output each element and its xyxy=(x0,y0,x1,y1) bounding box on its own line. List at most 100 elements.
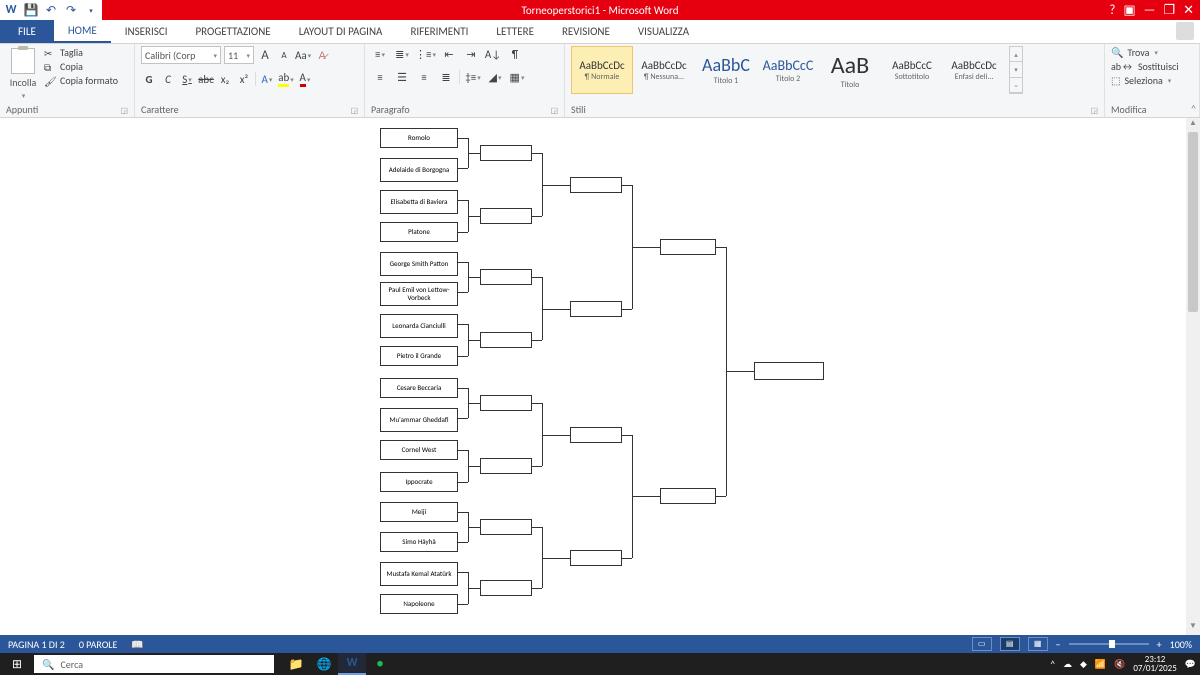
increase-indent-button[interactable]: ⇥ xyxy=(462,46,480,62)
grow-font-button[interactable]: A xyxy=(257,47,273,63)
show-marks-button[interactable]: ¶ xyxy=(506,46,524,62)
tab-mailings[interactable]: LETTERE xyxy=(482,20,548,43)
underline-button[interactable]: S▾ xyxy=(179,71,195,87)
clear-formatting-button[interactable]: A̷ xyxy=(314,47,330,63)
paste-button[interactable]: Incolla ▾ xyxy=(6,46,40,100)
copy-button[interactable]: ⧉Copia xyxy=(44,60,118,73)
style-item[interactable]: AaBbCcCTitolo 2 xyxy=(757,46,819,94)
font-dialog-launcher[interactable]: ◲ xyxy=(350,106,358,116)
scroll-thumb[interactable] xyxy=(1188,132,1198,312)
minimize-button[interactable]: — xyxy=(1144,3,1156,18)
style-item[interactable]: AaBbCcDc¶ Nessuna... xyxy=(633,46,695,94)
explorer-icon[interactable]: 📁 xyxy=(282,653,310,675)
clock[interactable]: 23:12 07/01/2025 xyxy=(1133,655,1176,673)
strike-button[interactable]: abc xyxy=(198,71,214,87)
format-painter-button[interactable]: 🖌Copia formato xyxy=(44,74,118,87)
ribbon-display-button[interactable]: ▣ xyxy=(1123,3,1135,18)
spotify-icon[interactable]: ● xyxy=(366,653,394,675)
tab-insert[interactable]: INSERISCI xyxy=(111,20,182,43)
chrome-icon[interactable]: 🌐 xyxy=(310,653,338,675)
onedrive-icon[interactable]: ☁ xyxy=(1063,659,1072,670)
tab-view[interactable]: VISUALIZZA xyxy=(624,20,703,43)
web-layout-button[interactable]: ▦ xyxy=(1028,637,1048,651)
decrease-indent-button[interactable]: ⇤ xyxy=(440,46,458,62)
word-taskbar-icon[interactable]: W xyxy=(338,653,366,675)
restore-button[interactable]: ❐ xyxy=(1163,3,1175,18)
tab-review[interactable]: REVISIONE xyxy=(548,20,624,43)
zoom-level[interactable]: 100% xyxy=(1170,638,1192,651)
tab-layout[interactable]: LAYOUT DI PAGINA xyxy=(285,20,397,43)
borders-button[interactable]: ▦▾ xyxy=(508,69,526,85)
account-icon[interactable] xyxy=(1176,22,1194,40)
text-effects-button[interactable]: A▾ xyxy=(259,71,275,87)
style-gallery-scroll[interactable]: ▴▾⌄ xyxy=(1009,46,1023,94)
bracket-entry: George Smith Patton xyxy=(380,252,458,276)
scroll-down-icon[interactable]: ▼ xyxy=(1186,621,1200,635)
shrink-font-button[interactable]: A xyxy=(276,47,292,63)
sort-button[interactable]: A↓ xyxy=(484,46,502,62)
bracket-slot xyxy=(480,395,532,411)
style-item[interactable]: AaBbCcDcEnfasi deli... xyxy=(943,46,1005,94)
italic-button[interactable]: C xyxy=(160,71,176,87)
align-center-button[interactable]: ☰ xyxy=(393,69,411,85)
highlight-button[interactable]: ab▾ xyxy=(278,71,294,87)
proofing-icon[interactable]: 📖 xyxy=(131,638,143,651)
line-spacing-button[interactable]: ‡≡▾ xyxy=(464,69,482,85)
change-case-button[interactable]: Aa▾ xyxy=(295,47,311,63)
redo-icon[interactable]: ↷ xyxy=(64,3,78,17)
paste-dropdown-icon[interactable]: ▾ xyxy=(22,91,26,100)
undo-icon[interactable]: ↶ xyxy=(44,3,58,17)
font-name-combo[interactable]: Calibri (Corp▾ xyxy=(141,46,221,64)
find-button[interactable]: 🔍Trova▾ xyxy=(1111,46,1179,59)
bullets-button[interactable]: ≡▾ xyxy=(371,46,389,62)
network-icon[interactable]: 📶 xyxy=(1095,659,1106,670)
justify-button[interactable]: ≣ xyxy=(437,69,455,85)
tab-home[interactable]: HOME xyxy=(54,20,111,43)
start-button[interactable]: ⊞ xyxy=(0,653,34,675)
style-item[interactable]: AaBbCcDc¶ Normale xyxy=(571,46,633,94)
bold-button[interactable]: G xyxy=(141,71,157,87)
tab-references[interactable]: RIFERIMENTI xyxy=(396,20,482,43)
read-mode-button[interactable]: ▭ xyxy=(972,637,992,651)
font-size-combo[interactable]: 11▾ xyxy=(224,46,254,64)
tab-design[interactable]: PROGETTAZIONE xyxy=(181,20,284,43)
styles-dialog-launcher[interactable]: ◲ xyxy=(1090,106,1098,116)
save-icon[interactable]: 💾 xyxy=(24,3,38,17)
tray-chevron-icon[interactable]: ^ xyxy=(1050,659,1054,670)
taskbar-search[interactable]: 🔍Cerca xyxy=(34,655,274,673)
scroll-up-icon[interactable]: ▲ xyxy=(1186,118,1200,132)
tab-file[interactable]: FILE xyxy=(0,20,54,43)
subscript-button[interactable]: x₂ xyxy=(217,71,233,87)
style-item[interactable]: AaBTitolo xyxy=(819,46,881,94)
shading-button[interactable]: ◢▾ xyxy=(486,69,504,85)
style-item[interactable]: AaBbCTitolo 1 xyxy=(695,46,757,94)
qat-dropdown-icon[interactable]: ▾ xyxy=(84,3,98,17)
font-color-button[interactable]: A▾ xyxy=(297,71,313,87)
replace-button[interactable]: ab↔Sostituisci xyxy=(1111,60,1179,73)
align-right-button[interactable]: ≡ xyxy=(415,69,433,85)
select-button[interactable]: ⬚Seleziona▾ xyxy=(1111,74,1179,87)
print-layout-button[interactable]: ▤ xyxy=(1000,637,1020,651)
align-left-button[interactable]: ≡ xyxy=(371,69,389,85)
notifications-icon[interactable]: 💬 xyxy=(1185,659,1196,670)
vertical-scrollbar[interactable]: ▲ ▼ xyxy=(1186,118,1200,635)
collapse-ribbon-button[interactable]: ^ xyxy=(1191,102,1196,115)
numbering-button[interactable]: ≣▾ xyxy=(393,46,411,62)
help-button[interactable]: ? xyxy=(1109,3,1115,18)
page-indicator[interactable]: PAGINA 1 DI 2 xyxy=(8,638,65,651)
volume-icon[interactable]: 🔇 xyxy=(1114,659,1125,670)
cut-button[interactable]: ✂Taglia xyxy=(44,46,118,59)
multilevel-button[interactable]: ⋮≡▾ xyxy=(415,46,436,62)
zoom-in-button[interactable]: + xyxy=(1157,638,1162,651)
word-count[interactable]: 0 PAROLE xyxy=(79,638,118,651)
document-area[interactable]: RomoloAdelaide di BorgognaElisabetta di … xyxy=(0,118,1186,635)
tray-app-icon[interactable]: ◆ xyxy=(1080,659,1087,670)
clipboard-dialog-launcher[interactable]: ◲ xyxy=(120,106,128,116)
superscript-button[interactable]: x² xyxy=(236,71,252,87)
bracket-entry: Elisabetta di Baviera xyxy=(380,190,458,214)
close-button[interactable]: ✕ xyxy=(1183,3,1194,18)
zoom-out-button[interactable]: − xyxy=(1056,638,1061,651)
zoom-slider[interactable] xyxy=(1069,643,1149,645)
paragraph-dialog-launcher[interactable]: ◲ xyxy=(550,106,558,116)
style-item[interactable]: AaBbCcCSottotitolo xyxy=(881,46,943,94)
